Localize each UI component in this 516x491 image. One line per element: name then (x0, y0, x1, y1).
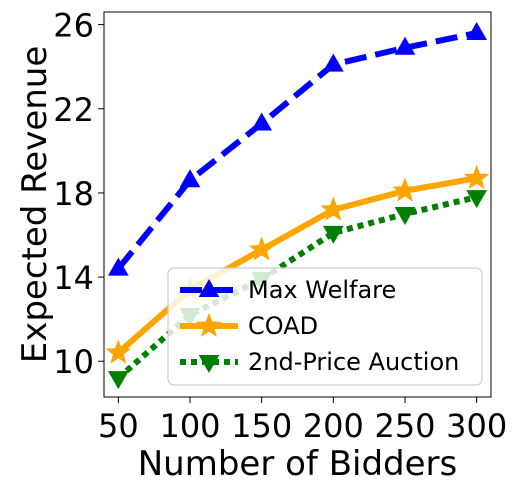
data-point-marker (107, 371, 129, 390)
data-point-marker (466, 190, 488, 209)
legend-marker-swatch (196, 312, 222, 337)
data-point-marker (466, 22, 488, 41)
legend-marker-swatch (198, 355, 220, 374)
plot-area-frame (103, 11, 492, 398)
y-axis-ticks: 10 14 18 22 26 (53, 7, 104, 381)
legend-label: 2nd-Price Auction (248, 348, 459, 376)
data-point-marker (179, 169, 201, 188)
y-tick-label: 18 (53, 175, 94, 213)
data-point-marker (463, 164, 490, 190)
data-point-marker (322, 225, 344, 244)
y-tick-label: 14 (53, 259, 94, 297)
data-point-marker (322, 53, 344, 72)
x-tick-label: 150 (231, 407, 292, 445)
y-tick-label: 26 (53, 7, 94, 45)
y-axis-label: Expected Revenue (15, 46, 55, 364)
legend-box (167, 267, 483, 386)
x-tick-label: 100 (159, 407, 220, 445)
legend-label: COAD (248, 312, 318, 340)
y-tick-label: 10 (53, 343, 94, 381)
data-point-marker (107, 257, 129, 276)
data-point-marker (392, 177, 418, 202)
x-tick-label: 250 (374, 407, 435, 445)
x-axis-label: Number of Bidders (138, 444, 458, 484)
legend: Max Welfare COAD 2nd-Price Auction (167, 267, 483, 386)
data-point-marker (248, 236, 275, 261)
x-tick-label: 300 (446, 407, 507, 445)
x-axis-ticks: 50 100 150 200 250 300 (98, 397, 507, 445)
y-tick-label: 22 (53, 91, 94, 129)
x-tick-label: 50 (98, 407, 139, 445)
data-point-marker (394, 206, 416, 225)
data-point-marker (251, 112, 273, 131)
x-tick-label: 200 (303, 407, 364, 445)
legend-marker-swatch (198, 278, 220, 297)
data-point-marker (320, 196, 347, 221)
legend-label: Max Welfare (248, 276, 396, 304)
series-line (116, 30, 478, 271)
data-point-marker (394, 36, 416, 55)
data-point-marker (105, 339, 132, 364)
